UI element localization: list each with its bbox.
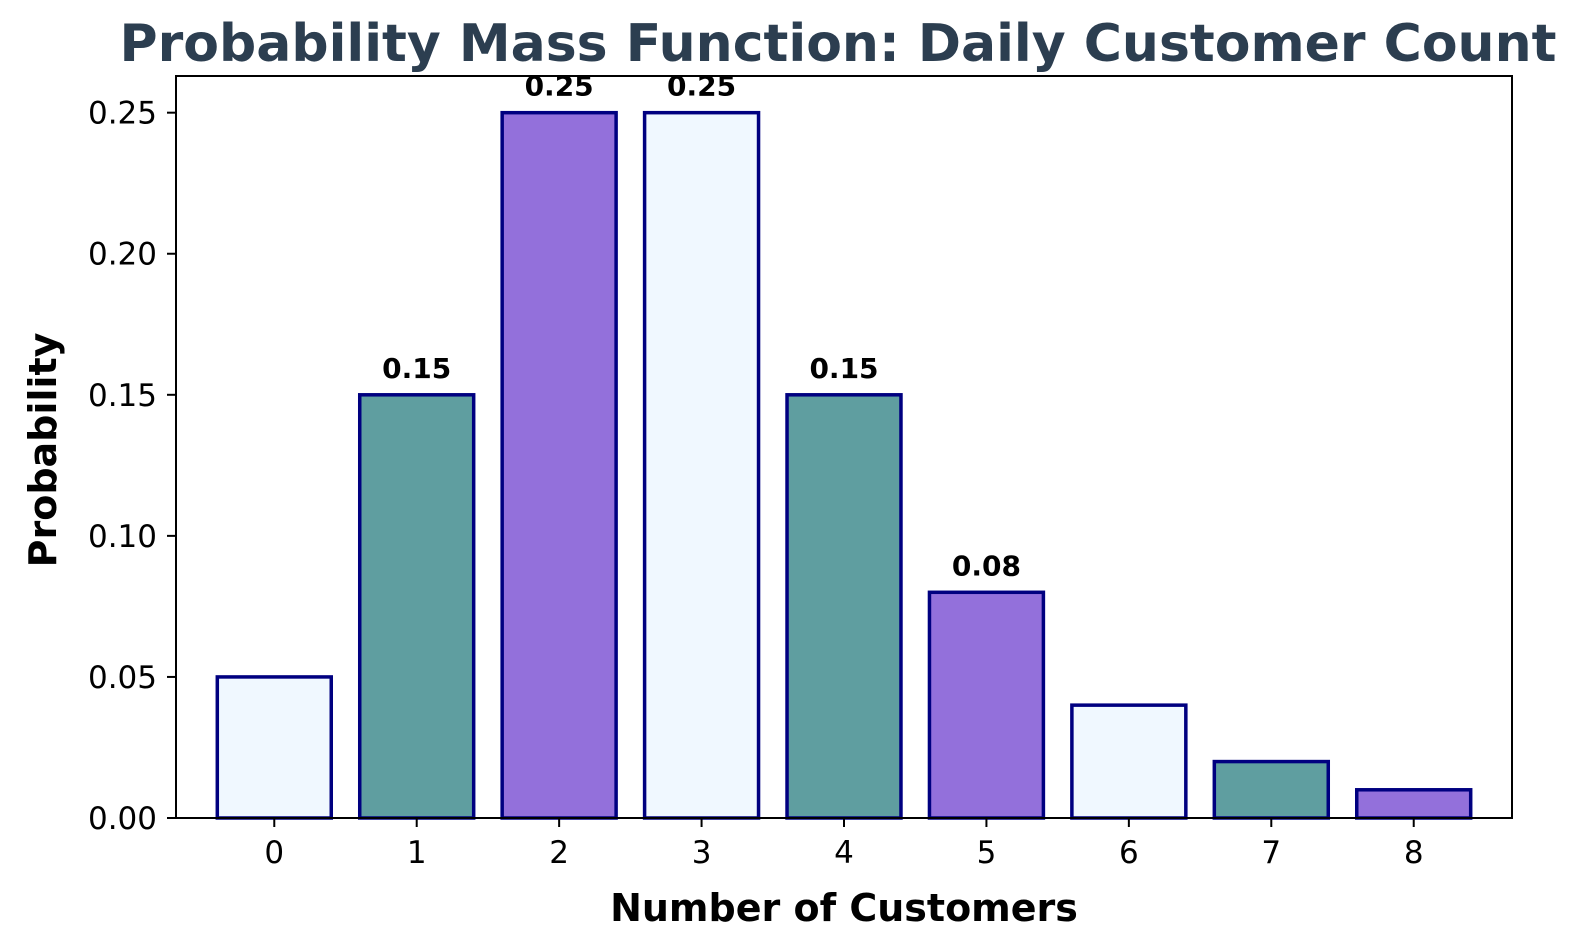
bar-7	[1212, 759, 1331, 820]
data-label-4: 0.15	[809, 352, 878, 385]
x-tick-label: 1	[407, 835, 427, 871]
bar-4	[785, 393, 903, 820]
x-tick-label: 2	[549, 835, 569, 871]
data-label-2: 0.25	[525, 70, 594, 103]
y-axis-label: Probability	[21, 332, 65, 567]
bar-8	[1355, 788, 1473, 820]
y-tick-label: 0.10	[88, 519, 157, 555]
y-tick-label: 0.25	[88, 96, 157, 132]
chart-title: Probability Mass Function: Daily Custome…	[120, 14, 1557, 74]
bar-1	[357, 393, 476, 820]
x-tick-label: 0	[264, 835, 284, 871]
plot-area-frame	[175, 75, 1513, 819]
bar-2	[500, 110, 618, 820]
x-tick-label: 4	[834, 835, 854, 871]
data-label-1: 0.15	[382, 352, 451, 385]
x-tick-label: 6	[1119, 835, 1139, 871]
x-tick-label: 5	[977, 835, 997, 871]
bar-6	[1070, 703, 1188, 820]
y-tick-label: 0.20	[88, 237, 157, 273]
bar-0	[215, 675, 333, 820]
ticks-layer: 0 1 2 3 4 5 6 7 8 0.00 0.05 0.10 0.15 0.20 0.25	[88, 96, 1424, 871]
bar-3	[642, 110, 761, 820]
x-tick-label: 8	[1404, 835, 1424, 871]
x-tick-label: 7	[1261, 835, 1281, 871]
y-tick-label: 0.15	[88, 378, 157, 414]
x-axis-label: Number of Customers	[610, 886, 1078, 930]
data-label-3: 0.25	[667, 70, 736, 103]
y-tick-label: 0.05	[88, 660, 157, 696]
bars-layer: 0.15 0.25 0.25 0.15 0.08	[215, 70, 1473, 820]
y-tick-label: 0.00	[88, 801, 157, 837]
x-tick-label: 3	[692, 835, 712, 871]
data-label-5: 0.08	[952, 549, 1021, 582]
bar-5	[927, 590, 1046, 820]
